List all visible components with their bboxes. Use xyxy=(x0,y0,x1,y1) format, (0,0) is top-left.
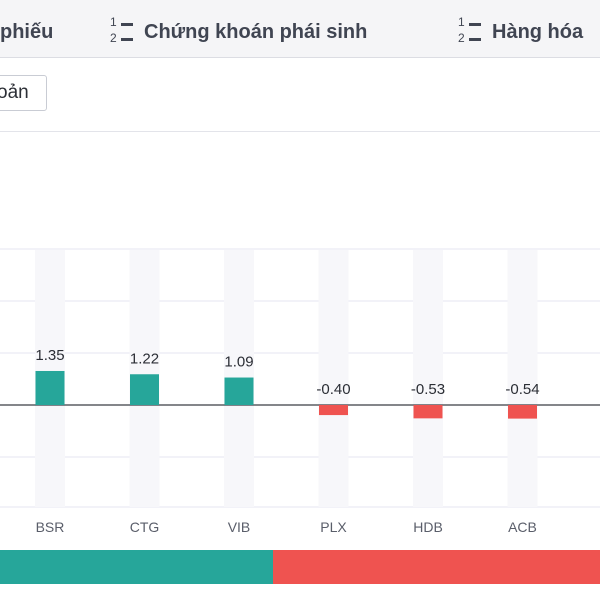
tab-bonds[interactable]: phiếu xyxy=(0,16,53,48)
account-select-button[interactable]: oản xyxy=(0,75,47,111)
data-label-vib: 1.09 xyxy=(224,354,253,371)
x-tick-label-acb: ACB xyxy=(508,519,537,535)
data-label-ctg: 1.22 xyxy=(130,350,159,367)
x-tick-label-ctg: CTG xyxy=(130,519,160,535)
bar-ctg xyxy=(130,374,159,405)
bar-bsr xyxy=(35,370,65,405)
toolbar: oản xyxy=(0,58,600,132)
footer-strip xyxy=(0,584,600,600)
data-label-hdb: -0.53 xyxy=(411,381,445,398)
account-select-label: oản xyxy=(0,82,29,103)
column-band xyxy=(318,250,349,507)
impact-bar-chart: 1.35 BSR 1.22 CTG 1.09 VIB -0.40 PLX -0.53 HDB -0.… xyxy=(0,132,600,550)
breadth-negative-segment xyxy=(273,550,600,584)
x-tick-label-hdb: HDB xyxy=(413,519,443,535)
bar-acb xyxy=(508,405,537,419)
x-tick-label-vib: VIB xyxy=(228,519,251,535)
column-band xyxy=(507,250,538,507)
bar-plx xyxy=(319,405,348,416)
x-tick-label-bsr: BSR xyxy=(36,519,65,535)
bar-vib xyxy=(224,377,254,405)
data-label-acb: -0.54 xyxy=(505,381,539,398)
tab-commodities-label: Hàng hóa xyxy=(492,20,584,43)
bar-hdb xyxy=(413,405,443,419)
column-band xyxy=(413,250,443,507)
chart-svg: 1.35 BSR 1.22 CTG 1.09 VIB -0.40 PLX -0.53 HDB -0.… xyxy=(0,248,600,535)
breadth-positive-segment xyxy=(0,550,273,584)
tab-derivatives-label: Chứng khoán phái sinh xyxy=(144,20,368,43)
market-breadth-bar xyxy=(0,550,600,584)
data-label-plx: -0.40 xyxy=(316,381,350,398)
data-label-bsr: 1.35 xyxy=(35,347,64,364)
x-tick-label-plx: PLX xyxy=(320,519,347,535)
tab-bonds-label: phiếu xyxy=(0,20,54,43)
